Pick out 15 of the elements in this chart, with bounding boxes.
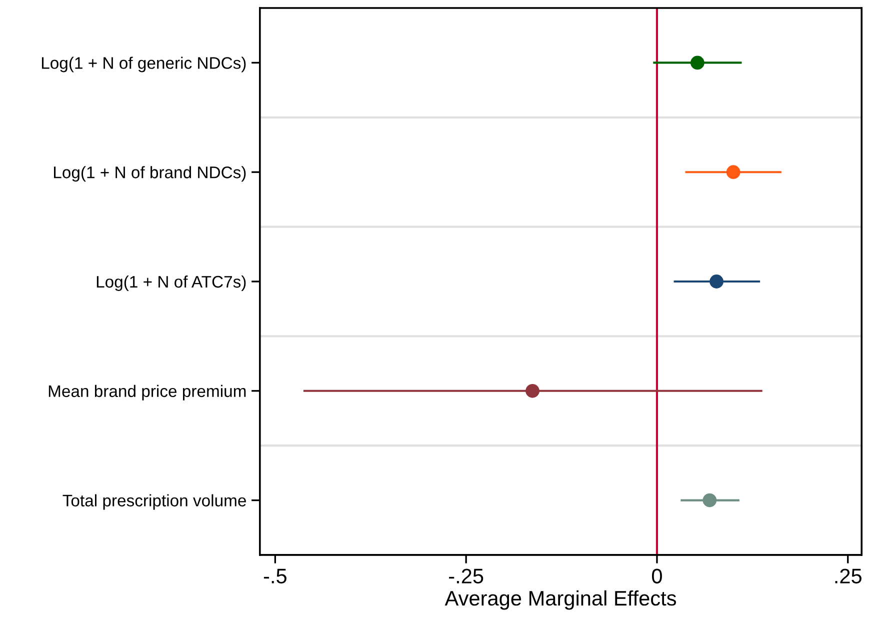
x-tick-label: -.5 xyxy=(264,568,286,584)
x-tick-label: -.25 xyxy=(449,568,484,584)
point xyxy=(726,165,740,180)
x-axis-title: Average Marginal Effects xyxy=(444,590,676,610)
y-tick-label: Total prescription volume xyxy=(62,494,246,510)
y-tick-label: Mean brand price premium xyxy=(48,384,246,400)
x-tick-label: 0 xyxy=(652,568,662,584)
x-tick-label: .25 xyxy=(835,568,862,584)
point xyxy=(526,384,540,398)
point xyxy=(710,274,724,288)
y-tick-label: Log(1 + N of ATC7s) xyxy=(96,275,246,291)
y-tick-label: Log(1 + N of brand NDCs) xyxy=(54,166,246,182)
point xyxy=(690,56,704,70)
y-tick-label: Log(1 + N of generic NDCs) xyxy=(42,56,246,72)
point xyxy=(702,493,717,508)
